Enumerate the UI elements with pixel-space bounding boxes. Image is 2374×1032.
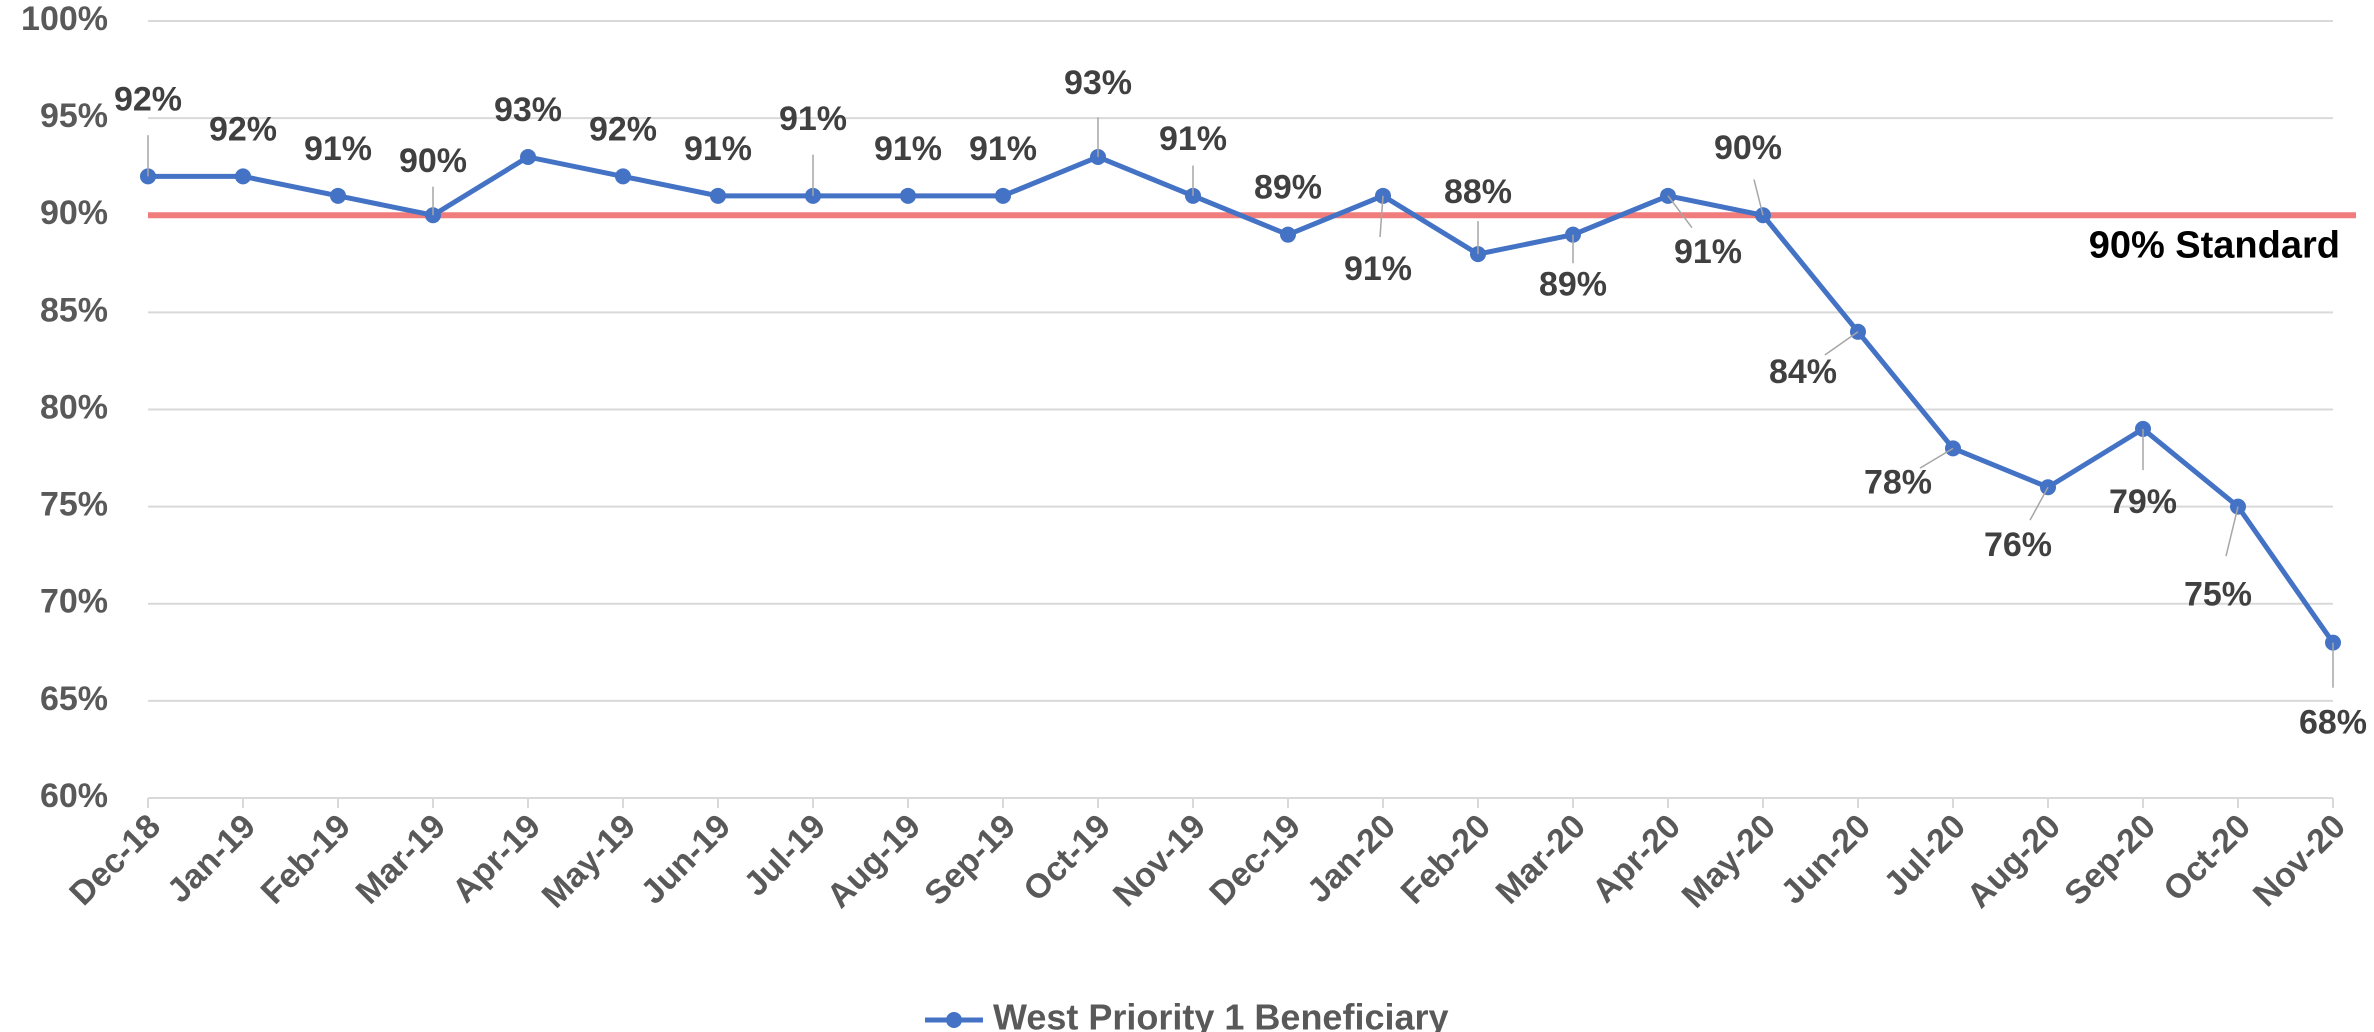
- data-label: 89%: [1539, 266, 1607, 304]
- x-tick-label: Sep-19: [917, 807, 1023, 913]
- x-tick-label: Mar-20: [1489, 807, 1593, 911]
- data-label: 91%: [1159, 120, 1227, 158]
- x-tick-label: Aug-20: [1960, 807, 2068, 915]
- x-tick-label: Feb-19: [254, 807, 358, 911]
- data-label: 91%: [304, 130, 372, 168]
- leader-line: [1919, 447, 1954, 469]
- x-tick-label: Mar-19: [349, 807, 453, 911]
- reference-label: 90% Standard: [2089, 224, 2340, 266]
- data-point: [900, 187, 916, 204]
- y-tick-label: 90%: [40, 194, 108, 232]
- x-tick-label: Apr-19: [445, 807, 548, 910]
- x-tick-label: Jun-20: [1774, 807, 1878, 911]
- y-tick-label: 80%: [40, 388, 108, 426]
- x-tick-label: Apr-20: [1585, 807, 1688, 910]
- x-tick-label: Aug-19: [820, 807, 928, 915]
- y-tick-label: 70%: [40, 583, 108, 621]
- x-tick-label: Oct-20: [2156, 807, 2258, 909]
- y-tick-label: 85%: [40, 291, 108, 329]
- data-label: 79%: [2109, 483, 2177, 521]
- series-line: [148, 154, 2336, 645]
- x-tick-label: Sep-20: [2057, 807, 2163, 913]
- x-tick-label: Jan-19: [160, 807, 263, 910]
- data-label: 91%: [969, 130, 1037, 168]
- leader-line: [1667, 195, 1693, 229]
- leader-line: [2225, 506, 2239, 557]
- x-tick-label: Feb-20: [1394, 807, 1498, 911]
- leader-line: [1824, 331, 1859, 356]
- data-label: 68%: [2299, 704, 2367, 742]
- data-label: 91%: [779, 100, 847, 138]
- x-tick-label: Jun-19: [634, 807, 738, 911]
- data-label: 91%: [1344, 250, 1412, 288]
- data-label: 76%: [1984, 526, 2052, 564]
- y-tick-label: 60%: [40, 777, 108, 815]
- y-tick-label: 65%: [40, 680, 108, 718]
- data-label: 89%: [1254, 169, 1322, 207]
- x-tick-label: Oct-19: [1016, 807, 1118, 909]
- data-label: 93%: [1064, 64, 1132, 102]
- data-label: 92%: [589, 110, 657, 148]
- data-point: [995, 187, 1011, 204]
- data-point: [615, 168, 631, 185]
- data-label: 92%: [209, 110, 277, 148]
- y-tick-label: 95%: [40, 97, 108, 135]
- data-label: 91%: [684, 130, 752, 168]
- data-label: 91%: [1674, 233, 1742, 271]
- data-label: 75%: [2184, 576, 2252, 614]
- y-tick-label: 100%: [21, 0, 108, 38]
- data-label: 88%: [1444, 173, 1512, 211]
- leader-line: [1379, 195, 1384, 238]
- leader-line: [1753, 179, 1764, 216]
- data-point: [1280, 226, 1296, 243]
- x-tick-label: Dec-18: [62, 807, 168, 913]
- data-label: 91%: [874, 130, 942, 168]
- data-label: 93%: [494, 91, 562, 129]
- x-tick-label: Jul-20: [1877, 807, 1973, 903]
- x-tick-label: Nov-19: [1106, 807, 1213, 914]
- data-point: [235, 168, 251, 185]
- y-tick-label: 75%: [40, 486, 108, 524]
- data-label: 84%: [1769, 353, 1837, 391]
- data-label: 92%: [114, 80, 182, 118]
- data-point: [710, 187, 726, 204]
- legend-marker: [946, 1012, 962, 1028]
- data-label: 90%: [399, 142, 467, 180]
- leader-line: [2029, 486, 2049, 521]
- x-tick-label: May-19: [535, 807, 643, 915]
- data-point: [520, 148, 536, 165]
- x-tick-label: Jul-19: [737, 807, 833, 903]
- x-tick-label: Nov-20: [2246, 807, 2353, 914]
- x-tick-label: Jan-20: [1300, 807, 1403, 910]
- data-label: 78%: [1864, 463, 1932, 501]
- data-point: [330, 187, 346, 204]
- data-label: 90%: [1714, 129, 1782, 167]
- x-tick-label: May-20: [1675, 807, 1783, 915]
- legend-label: West Priority 1 Beneficiary: [993, 997, 1449, 1032]
- x-tick-label: Dec-19: [1202, 807, 1308, 913]
